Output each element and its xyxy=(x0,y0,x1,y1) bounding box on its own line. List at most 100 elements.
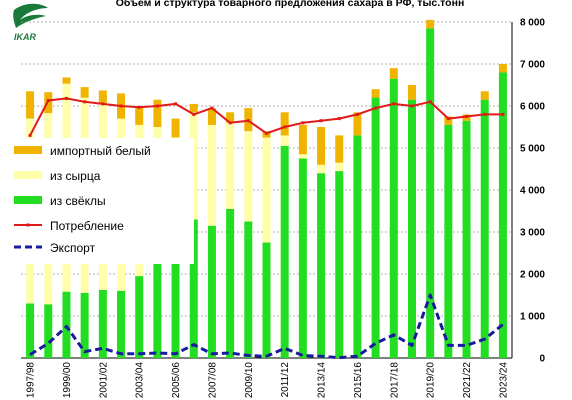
x-tick-label: 1997/98 xyxy=(26,362,37,399)
consumption-point xyxy=(101,102,105,106)
bar-segment xyxy=(317,164,326,174)
x-tick-label: 2021/22 xyxy=(462,362,473,399)
bar-segment xyxy=(389,68,398,79)
consumption-point xyxy=(28,133,32,137)
y-tick-label: 3 000 xyxy=(520,228,545,239)
bar-segment xyxy=(335,162,344,172)
x-tick-label: 2013/14 xyxy=(317,362,328,399)
bar-segment xyxy=(135,106,144,125)
bar-segment xyxy=(280,112,289,136)
consumption-point xyxy=(64,96,68,100)
legend: импортный белый из сырца из свёклы Потре… xyxy=(8,138,194,264)
x-tick-label: 2011/12 xyxy=(280,362,291,398)
bar-segment xyxy=(207,124,216,226)
bar-segment xyxy=(226,122,235,209)
consumption-point xyxy=(355,112,359,116)
x-tick-label: 2023/24 xyxy=(498,362,509,399)
bar-segment xyxy=(135,276,144,358)
bar-segment xyxy=(335,171,344,358)
bar-segment xyxy=(498,64,507,73)
x-tick-label: 1999/00 xyxy=(62,362,73,399)
bar-segment xyxy=(226,208,235,358)
x-tick-label: 2007/08 xyxy=(207,362,218,399)
bar-segment xyxy=(244,131,253,222)
legend-label-raw: из сырца xyxy=(50,169,101,183)
legend-label-beet: из свёклы xyxy=(50,194,106,208)
bar-segment xyxy=(62,291,71,358)
x-tick-label: 2005/06 xyxy=(171,362,182,399)
x-tick-label: 2003/04 xyxy=(135,362,146,399)
consumption-point xyxy=(192,112,196,116)
consumption-point xyxy=(483,112,487,116)
bar-segment xyxy=(26,303,35,358)
bar-segment xyxy=(117,290,126,358)
bar-segment xyxy=(317,127,326,165)
legend-label-imported: импортный белый xyxy=(50,144,151,158)
x-axis-ticks: 1997/98 1999/00 2001/02 2003/04 2005/06 2007/… xyxy=(26,362,510,399)
consumption-point xyxy=(174,102,178,106)
bar-segment xyxy=(226,112,235,123)
legend-marker-consumption xyxy=(26,223,30,227)
bar-segment xyxy=(444,116,453,125)
bar-segment xyxy=(153,99,162,127)
bar-segment xyxy=(298,158,307,358)
bar-segment xyxy=(98,289,107,358)
consumption-point xyxy=(301,121,305,125)
bar-segment xyxy=(207,225,216,358)
bar-segment xyxy=(44,304,53,358)
consumption-point xyxy=(246,119,250,123)
bar-segment xyxy=(189,219,198,358)
y-tick-label: 2 000 xyxy=(520,270,545,281)
bar-segment xyxy=(171,118,180,138)
legend-swatch-beet xyxy=(14,196,42,204)
bar-segment xyxy=(153,263,162,358)
ikar-logo: IKAR xyxy=(13,3,48,42)
bar-segment xyxy=(280,135,289,146)
bar-segment xyxy=(80,87,89,98)
y-tick-label: 1 000 xyxy=(520,312,545,323)
bar-segment xyxy=(98,90,107,104)
x-tick-label: 2015/16 xyxy=(353,362,364,399)
consumption-point xyxy=(283,125,287,129)
y-axis-ticks: 0 1 000 2 000 3 000 4 000 5 000 6 000 7 000 8 00… xyxy=(520,18,545,365)
consumption-point xyxy=(410,104,414,108)
consumption-point xyxy=(155,104,159,108)
bar-segment xyxy=(335,135,344,163)
consumption-point xyxy=(210,106,214,110)
bar-segment xyxy=(371,89,380,98)
series-line-export xyxy=(29,293,504,360)
y-tick-label: 7 000 xyxy=(520,60,545,71)
legend-swatch-imported xyxy=(14,146,42,154)
bar-segment xyxy=(426,19,435,29)
y-tick-label: 5 000 xyxy=(520,144,545,155)
bar-segment xyxy=(389,78,398,358)
y-tick-label: 8 000 xyxy=(520,18,545,29)
bar-segment xyxy=(26,91,35,119)
consumption-point xyxy=(228,121,232,125)
bar-segment xyxy=(371,97,380,358)
bar-segment xyxy=(426,28,435,359)
bar-segment xyxy=(480,91,489,100)
bar-segment xyxy=(462,120,471,358)
bar-segment xyxy=(207,108,216,125)
series-lines xyxy=(28,96,505,360)
bar-segment xyxy=(353,135,362,358)
y-tick-label: 0 xyxy=(539,354,545,365)
bar-segment xyxy=(317,173,326,358)
bar-segment xyxy=(171,253,180,358)
bar-segment xyxy=(298,154,307,159)
consumption-point xyxy=(428,100,432,104)
consumption-point xyxy=(337,117,341,121)
bar-segment xyxy=(353,112,362,136)
legend-label-export: Экспорт xyxy=(50,241,96,255)
consumption-point xyxy=(446,117,450,121)
bar-segment xyxy=(498,72,507,359)
bar-segment xyxy=(262,137,271,243)
bar-segment xyxy=(280,145,289,358)
legend-label-consumption: Потребление xyxy=(50,219,124,233)
bar-segment xyxy=(407,99,416,358)
y-tick-label: 4 000 xyxy=(520,186,545,197)
consumption-point xyxy=(392,102,396,106)
bar-segment xyxy=(407,85,416,100)
